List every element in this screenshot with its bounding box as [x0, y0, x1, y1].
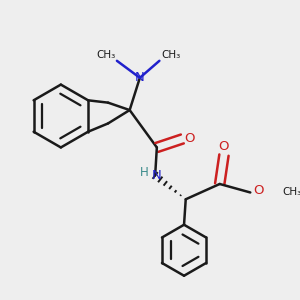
Text: CH₃: CH₃	[283, 188, 300, 197]
Text: O: O	[253, 184, 263, 197]
Text: CH₃: CH₃	[96, 50, 115, 60]
Text: N: N	[152, 169, 162, 182]
Text: O: O	[219, 140, 229, 153]
Text: CH₃: CH₃	[161, 50, 180, 60]
Text: N: N	[135, 71, 145, 84]
Text: H: H	[140, 167, 148, 179]
Text: O: O	[184, 133, 194, 146]
